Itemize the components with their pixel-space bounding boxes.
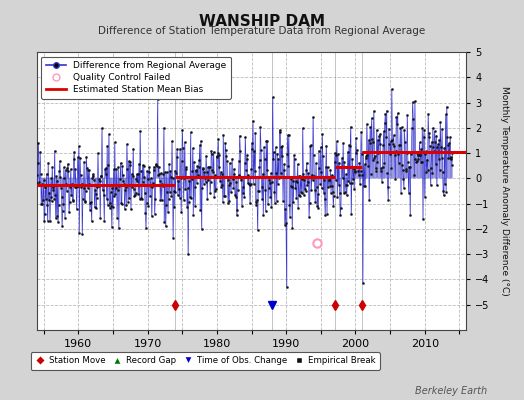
Legend: Difference from Regional Average, Quality Control Failed, Estimated Station Mean: Difference from Regional Average, Qualit… bbox=[41, 56, 231, 99]
Legend: Station Move, Record Gap, Time of Obs. Change, Empirical Break: Station Move, Record Gap, Time of Obs. C… bbox=[30, 352, 379, 370]
Y-axis label: Monthly Temperature Anomaly Difference (°C): Monthly Temperature Anomaly Difference (… bbox=[500, 86, 509, 296]
Text: WANSHIP DAM: WANSHIP DAM bbox=[199, 14, 325, 29]
Text: Berkeley Earth: Berkeley Earth bbox=[415, 386, 487, 396]
Text: Difference of Station Temperature Data from Regional Average: Difference of Station Temperature Data f… bbox=[99, 26, 425, 36]
